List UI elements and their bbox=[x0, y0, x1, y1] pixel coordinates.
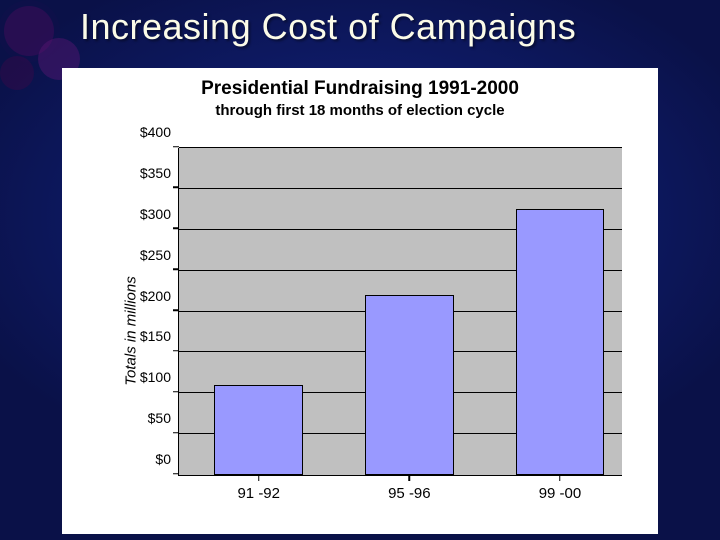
bar bbox=[516, 209, 605, 475]
chart-panel: Presidential Fundraising 1991-2000 throu… bbox=[62, 68, 658, 534]
y-tick-mark bbox=[173, 187, 179, 189]
decorative-gear-icon bbox=[0, 56, 34, 90]
y-tick-label: $0 bbox=[155, 451, 179, 467]
y-tick-mark bbox=[173, 228, 179, 230]
x-axis-label: 91 -92 bbox=[237, 485, 280, 502]
y-tick-mark bbox=[173, 391, 179, 393]
x-tick-mark bbox=[559, 475, 561, 481]
slide: Increasing Cost of Campaigns Presidentia… bbox=[0, 0, 720, 540]
slide-title: Increasing Cost of Campaigns bbox=[80, 6, 700, 48]
y-tick-label: $200 bbox=[140, 288, 179, 304]
y-tick-label: $400 bbox=[140, 124, 179, 140]
y-tick-label: $350 bbox=[140, 165, 179, 181]
y-tick-label: $100 bbox=[140, 369, 179, 385]
y-tick-label: $150 bbox=[140, 328, 179, 344]
y-tick-label: $50 bbox=[148, 410, 179, 426]
y-tick-label: $250 bbox=[140, 247, 179, 263]
y-tick-mark bbox=[173, 146, 179, 148]
y-tick-mark bbox=[173, 473, 179, 475]
y-tick-mark bbox=[173, 309, 179, 311]
y-tick-mark bbox=[173, 268, 179, 270]
grid-line bbox=[179, 188, 622, 189]
x-axis-label: 95 -96 bbox=[388, 485, 431, 502]
y-axis-label: Totals in millions bbox=[122, 276, 139, 386]
x-tick-mark bbox=[258, 475, 260, 481]
x-tick-mark bbox=[409, 475, 411, 481]
y-tick-mark bbox=[173, 432, 179, 434]
x-axis-label: 99 -00 bbox=[539, 485, 582, 502]
bar bbox=[365, 295, 454, 475]
plot-wrap: Totals in millions $0$50$100$150$200$250… bbox=[102, 148, 630, 514]
bar bbox=[214, 385, 303, 475]
chart-title-sub: through first 18 months of election cycl… bbox=[62, 102, 658, 119]
plot-area: $0$50$100$150$200$250$300$350$40091 -929… bbox=[178, 148, 622, 476]
grid-line bbox=[179, 147, 622, 148]
y-tick-mark bbox=[173, 350, 179, 352]
chart-title-main: Presidential Fundraising 1991-2000 bbox=[62, 78, 658, 100]
plot-inner bbox=[179, 148, 622, 475]
y-tick-label: $300 bbox=[140, 206, 179, 222]
